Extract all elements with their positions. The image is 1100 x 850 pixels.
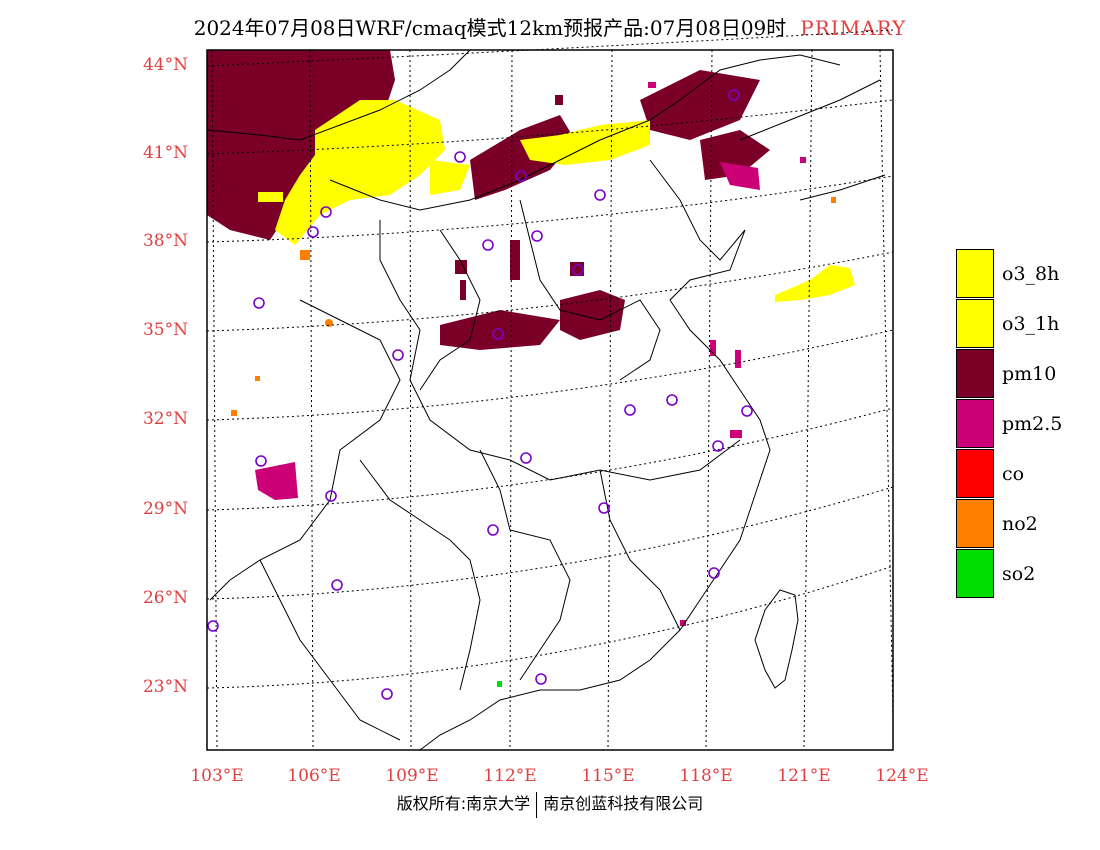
lat-label: 23°N [142,677,188,697]
so2-areas [497,681,502,687]
legend-label: pm10 [1002,363,1057,385]
title-tag: PRIMARY [800,16,907,40]
legend-label: so2 [1002,563,1036,585]
lon-label: 118°E [679,766,733,786]
map-frame [206,49,894,751]
legend-label: co [1002,463,1025,485]
copyright-company: 南京创蓝科技有限公司 [543,794,704,813]
lon-label: 115°E [581,766,635,786]
map-title: 2024年07月08日WRF/cmaq模式12km预报产品:07月08日09时 P… [0,12,1100,41]
legend-swatch [956,299,994,348]
legend-swatch [956,249,994,298]
legend-label: no2 [1002,513,1038,535]
lon-label: 106°E [287,766,341,786]
lat-label: 29°N [142,499,188,519]
lon-label: 121°E [777,766,831,786]
lon-label: 124°E [875,766,929,786]
legend-label: o3_8h [1002,263,1060,285]
lat-label: 35°N [142,320,188,340]
lat-label: 26°N [142,588,188,608]
legend-swatch [956,449,994,498]
copyright-footer: 版权所有:南京大学 南京创蓝科技有限公司 [0,790,1100,818]
legend-label: o3_1h [1002,313,1060,335]
legend-swatch [956,499,994,548]
legend-label: pm2.5 [1002,413,1063,435]
station-markers [207,89,753,700]
no2-areas [231,197,836,416]
pm25-areas [255,82,806,626]
footer-divider [536,791,538,818]
lat-label: 44°N [142,55,188,75]
title-text: 2024年07月08日WRF/cmaq模式12km预报产品:07月08日09时 [193,16,787,40]
lat-label: 38°N [142,231,188,251]
graticule [206,29,894,751]
legend-swatch [956,349,994,398]
legend-swatch [956,549,994,598]
lat-label: 32°N [142,409,188,429]
lon-label: 103°E [190,766,244,786]
copyright-owner: 版权所有:南京大学 [396,794,531,813]
lat-label: 41°N [142,143,188,163]
o3-areas [258,100,855,302]
lon-label: 112°E [483,766,537,786]
lon-label: 109°E [385,766,439,786]
legend-swatch [956,399,994,448]
